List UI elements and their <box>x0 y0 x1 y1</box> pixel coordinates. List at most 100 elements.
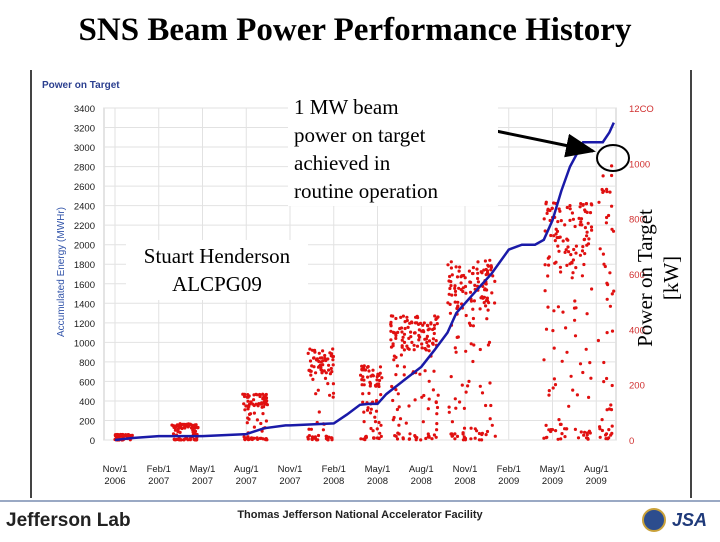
power-point <box>566 238 570 242</box>
power-point <box>579 202 583 206</box>
y-tick-label: 3200 <box>74 124 95 135</box>
power-point <box>249 401 253 405</box>
power-point <box>324 371 328 375</box>
power-point <box>476 271 480 275</box>
power-point <box>330 436 334 440</box>
power-point <box>194 438 198 442</box>
power-point <box>459 281 463 285</box>
power-point <box>608 304 613 308</box>
power-point <box>557 418 561 422</box>
power-point <box>485 296 489 300</box>
power-point <box>362 364 366 368</box>
power-point <box>435 412 439 416</box>
power-point <box>478 384 482 388</box>
power-point <box>254 402 258 406</box>
power-point <box>431 337 435 341</box>
power-point <box>559 437 563 441</box>
power-point <box>326 382 330 386</box>
power-point <box>401 436 405 440</box>
power-point <box>453 437 457 441</box>
power-point <box>475 429 479 433</box>
power-point <box>487 340 492 344</box>
power-point <box>557 207 561 211</box>
y2-tick-label: 200 <box>629 381 645 392</box>
power-point <box>326 438 330 442</box>
y2-tick-label: 12CO <box>629 104 654 115</box>
power-point <box>407 347 411 351</box>
power-point <box>468 290 473 294</box>
power-point <box>480 391 485 395</box>
power-point <box>264 419 268 423</box>
power-point <box>312 356 316 360</box>
power-point <box>448 286 452 291</box>
power-point <box>552 201 556 205</box>
power-point <box>308 359 313 363</box>
power-point <box>361 375 365 379</box>
x-tick-label-month: May/1 <box>190 464 216 475</box>
power-point <box>320 371 324 375</box>
power-point <box>585 234 589 238</box>
y2-tick-label: 1000 <box>629 159 650 170</box>
power-point <box>469 342 473 346</box>
power-point <box>363 438 367 442</box>
power-point <box>317 410 321 414</box>
power-point <box>402 365 406 369</box>
power-point <box>403 326 407 331</box>
power-point <box>556 220 560 224</box>
x-tick-label-year: 2009 <box>586 476 607 487</box>
power-point <box>123 433 128 437</box>
power-point <box>323 353 327 358</box>
power-point <box>481 296 485 300</box>
power-point <box>577 216 581 220</box>
power-point <box>366 375 370 379</box>
power-point <box>366 406 370 410</box>
y-tick-label: 2400 <box>74 202 95 213</box>
power-point <box>463 284 468 289</box>
power-point <box>478 347 482 352</box>
power-point <box>602 262 606 266</box>
power-point <box>423 346 427 351</box>
author-event: ALCPG09 <box>172 272 262 296</box>
power-point <box>471 266 475 270</box>
power-point <box>328 372 332 376</box>
power-point <box>475 267 479 271</box>
power-point <box>610 329 615 333</box>
x-tick-label-month: Nov/1 <box>278 464 303 475</box>
power-point <box>449 375 453 379</box>
power-point <box>469 426 473 430</box>
x-tick-label-year: 2006 <box>104 476 125 487</box>
x-tick-label-year: 2008 <box>454 476 475 487</box>
power-point <box>394 336 398 340</box>
power-point <box>424 436 428 441</box>
y-tick-label: 800 <box>79 358 95 369</box>
power-point <box>392 415 396 420</box>
power-point <box>429 321 433 325</box>
power-point <box>430 437 434 441</box>
power-point <box>580 249 585 253</box>
power-point <box>553 383 558 387</box>
power-point <box>321 363 325 367</box>
power-point <box>610 164 614 168</box>
power-point <box>585 431 589 435</box>
power-point <box>471 324 475 328</box>
power-point <box>413 331 417 335</box>
x-tick-label-month: May/1 <box>540 464 566 475</box>
power-point <box>379 393 383 397</box>
power-point <box>568 207 572 211</box>
power-point <box>401 335 405 339</box>
power-point <box>331 358 335 362</box>
power-point <box>590 203 594 207</box>
power-point <box>547 263 551 267</box>
power-point <box>600 418 604 422</box>
power-point <box>590 228 594 232</box>
power-point <box>412 343 416 347</box>
power-point <box>569 253 573 257</box>
power-point <box>432 369 436 373</box>
power-point <box>578 205 582 209</box>
power-point <box>434 435 438 439</box>
power-point <box>360 368 364 372</box>
power-point <box>372 436 376 440</box>
power-point <box>368 382 373 386</box>
power-point <box>547 389 551 393</box>
